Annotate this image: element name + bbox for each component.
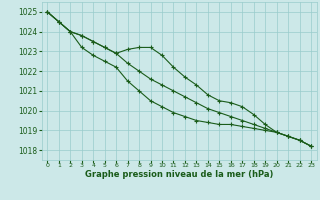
X-axis label: Graphe pression niveau de la mer (hPa): Graphe pression niveau de la mer (hPa) (85, 170, 273, 179)
